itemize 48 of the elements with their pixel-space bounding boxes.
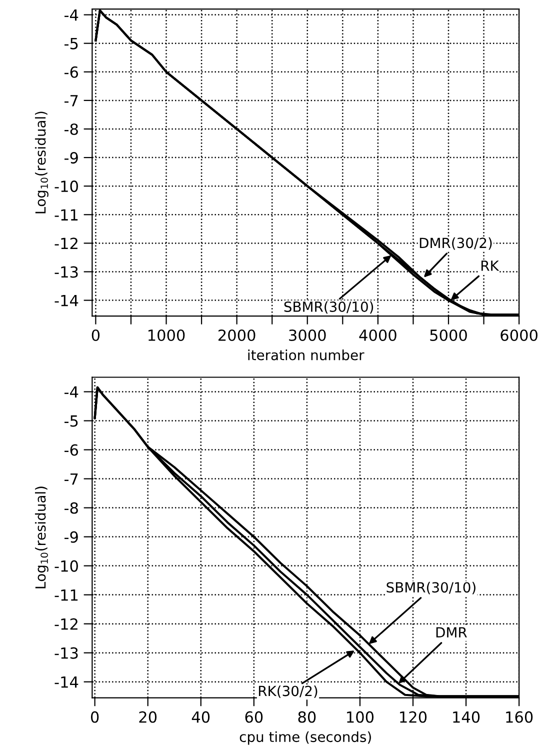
y-tick-label: -9 [64,152,78,164]
y-tick-label: -7 [64,95,78,106]
y-tick-label: -14 [54,676,78,688]
y-tick-label: -13 [54,647,78,659]
y-tick-label: -12 [54,238,78,250]
y-tick-label: -12 [54,618,78,630]
x-tick-label: 40 [192,711,210,723]
y-tick-label: -4 [64,9,78,21]
annotation: RK(30/2) [258,685,318,698]
y-tick-label: -11 [54,589,78,601]
y-tick-label: -11 [54,209,78,220]
x-tick-label: 160 [506,711,533,723]
y-axis-title: Log$_{10}$(residual) [34,486,48,588]
y-axis-title: Log$_{10}$(residual) [34,112,48,214]
x-tick-label: 0 [92,329,100,342]
y-tick-label: -9 [64,531,78,543]
y-tick-label: -10 [54,180,78,192]
annotation: SBMR(30/10) [284,301,374,314]
x-tick-label: 120 [400,711,427,723]
x-axis-title: cpu time (seconds) [240,731,371,745]
y-tick-label: -7 [64,473,78,485]
x-tick-label: 0 [90,711,99,723]
y-tick-label: -8 [64,123,78,136]
annotation: SBMR(30/10) [386,582,476,594]
x-tick-label: 4000 [359,329,396,342]
annotation: DMR [436,627,467,638]
y-tick-label: -10 [54,560,78,572]
y-tick-label: -6 [64,444,78,456]
y-tick-label: -5 [64,38,78,50]
annotation: DMR(30/2) [420,237,492,250]
y-tick-label: -6 [64,66,78,78]
y-tick-label: -14 [54,294,78,306]
x-tick-label: 80 [298,711,316,723]
y-tick-label: -4 [64,386,78,398]
x-axis-title: iteration number [248,350,364,360]
x-tick-label: 20 [139,711,157,723]
y-tick-label: -13 [54,266,78,278]
x-tick-label: 140 [453,711,480,723]
y-tick-label: -5 [64,415,78,427]
x-tick-label: 2000 [218,329,256,342]
x-tick-label: 100 [347,711,374,723]
y-tick-label: -8 [64,502,78,514]
x-tick-label: 1000 [148,329,185,342]
x-tick-label: 3000 [289,329,326,342]
x-tick-label: 60 [245,711,263,723]
x-tick-label: 6000 [500,329,538,342]
annotation: RK [481,260,500,271]
x-tick-label: 5000 [430,329,467,342]
